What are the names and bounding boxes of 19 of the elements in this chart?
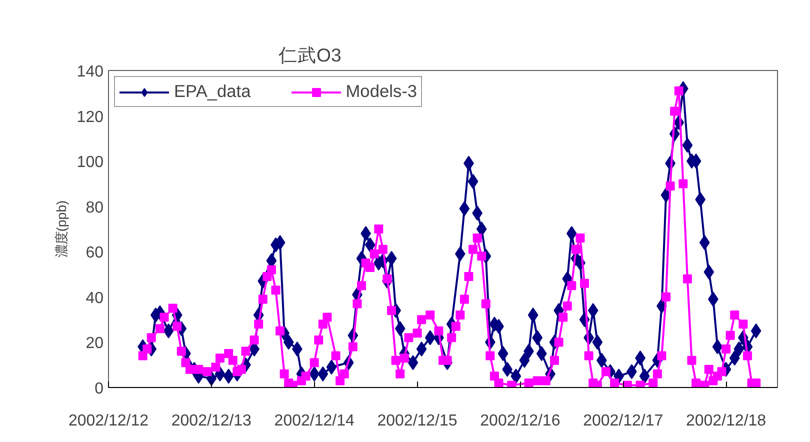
y-axis-title: 濃度(ppb) [54, 200, 69, 258]
y-tick-label: 80 [86, 199, 104, 216]
legend-label: Models-3 [346, 81, 418, 102]
y-tick-label: 40 [86, 290, 104, 307]
y-tick-label: 20 [86, 335, 104, 352]
x-tick-label: 2002/12/16 [480, 412, 560, 430]
x-tick-label: 2002/12/17 [583, 412, 664, 430]
x-tick-label: 2002/12/13 [171, 412, 252, 430]
x-tick-label: 2002/12/12 [68, 412, 149, 430]
x-tick-label: 2002/12/15 [377, 412, 458, 430]
y-tick-label: 140 [76, 64, 104, 80]
legend-label: EPA_data [174, 81, 251, 102]
y-tick-label: 60 [86, 244, 104, 262]
y-tick-label: 100 [76, 154, 104, 172]
y-tick-label: 120 [76, 108, 104, 126]
x-tick-label: 2002/12/14 [274, 412, 354, 430]
y-tick-label: 0 [94, 380, 104, 398]
x-tick-label: 2002/12/18 [686, 412, 766, 430]
chart-title: 仁武O3 [278, 44, 342, 66]
